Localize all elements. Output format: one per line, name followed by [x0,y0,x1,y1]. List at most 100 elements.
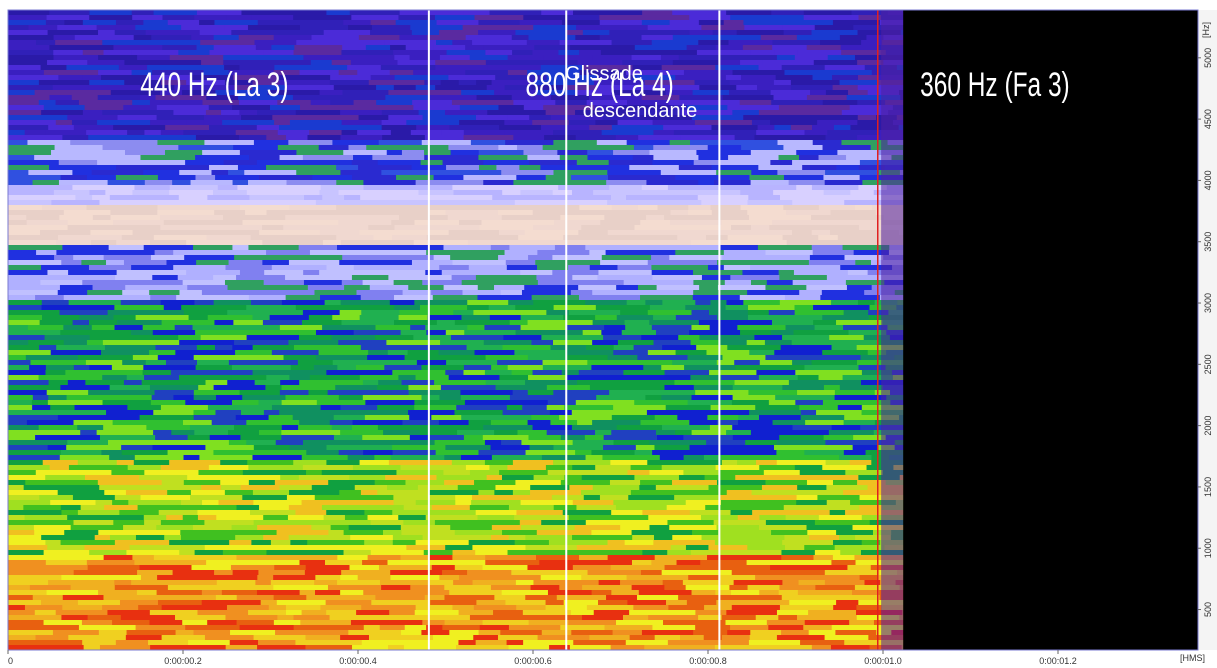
texture-cell [341,50,394,56]
texture-cell [444,480,475,486]
texture-cell [258,285,281,291]
texture-cell [620,310,649,316]
texture-cell [115,95,141,101]
texture-cell [286,135,308,141]
texture-cell [132,230,187,236]
texture-cell [553,130,603,136]
texture-cell [368,635,404,641]
texture-cell [507,365,544,371]
texture-cell [336,235,374,241]
texture-cell [733,580,783,586]
texture-cell [363,305,395,311]
texture-cell [724,280,752,286]
texture-cell [413,240,469,246]
texture-cell [820,40,862,46]
texture-cell [743,300,781,306]
texture-cell [408,285,445,291]
texture-cell [33,210,65,216]
texture-cell [595,430,612,436]
texture-cell [478,490,495,496]
texture-cell [528,160,578,166]
texture-cell [344,285,371,291]
texture-cell [45,130,87,136]
texture-cell [797,565,848,571]
texture-cell [299,70,340,76]
texture-cell [274,120,291,126]
texture-cell [388,275,415,281]
texture-cell [744,25,783,31]
texture-cell [776,460,827,466]
texture-cell [40,280,83,286]
texture-cell [542,330,584,336]
texture-cell [785,325,816,331]
texture-cell [120,615,176,621]
texture-cell [678,335,700,341]
texture-cell [844,415,900,421]
texture-cell [451,460,486,466]
texture-cell [163,220,181,226]
texture-cell [264,270,304,276]
texture-cell [188,315,209,321]
texture-cell [395,20,438,26]
texture-cell [39,230,91,236]
texture-cell [240,435,282,441]
texture-cell [722,255,773,261]
texture-cell [649,525,670,531]
texture-cell [89,80,125,86]
texture-cell [239,100,278,106]
texture-cell [102,340,154,346]
texture-cell [373,235,393,241]
texture-cell [98,55,138,61]
texture-cell [409,415,432,421]
texture-cell [8,285,61,291]
texture-cell [73,255,105,261]
texture-cell [608,175,659,181]
texture-cell [232,245,249,251]
texture-cell [226,15,253,21]
texture-cell [132,555,155,561]
texture-cell [325,65,348,71]
texture-cell [490,585,532,591]
texture-cell [814,520,871,526]
texture-cell [213,385,266,391]
texture-cell [123,525,157,531]
texture-cell [378,250,427,256]
texture-cell [733,555,782,561]
texture-cell [474,235,519,241]
texture-cell [279,125,315,131]
texture-cell [575,240,616,246]
texture-cell [450,255,499,261]
texture-cell [285,295,321,301]
texture-cell [377,425,432,431]
texture-cell [521,440,538,446]
texture-cell [310,100,331,106]
texture-cell [472,545,526,551]
texture-cell [213,45,257,51]
texture-cell [45,540,62,546]
texture-cell [42,460,79,466]
texture-cell [778,105,800,111]
texture-cell [62,135,89,141]
texture-cell [739,100,757,106]
texture-cell [8,245,63,251]
texture-cell [840,185,859,191]
texture-cell [389,300,415,306]
texture-cell [320,185,344,191]
texture-cell [87,155,141,161]
texture-cell [602,115,641,121]
texture-cell [758,65,783,71]
texture-cell [160,130,184,136]
texture-cell [196,360,230,366]
texture-cell [560,215,605,221]
texture-cell [678,475,706,481]
texture-cell [115,640,149,646]
texture-cell [759,465,796,471]
texture-cell [830,645,871,650]
texture-cell [8,325,29,331]
texture-cell [731,590,760,596]
texture-cell [469,615,516,621]
texture-cell [497,360,520,366]
texture-cell [781,630,810,636]
texture-cell [588,165,630,171]
texture-cell [215,410,242,416]
